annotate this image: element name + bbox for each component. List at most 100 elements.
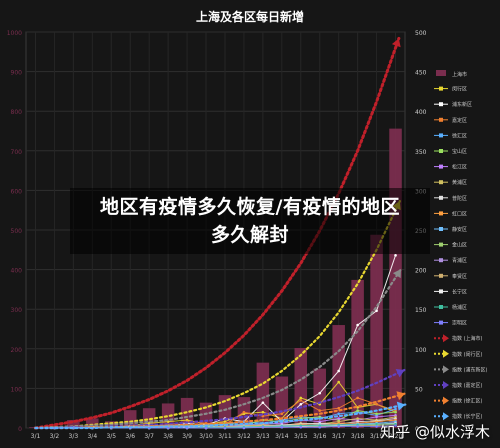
legend-marker (443, 349, 449, 358)
series-point (375, 412, 378, 416)
series-point (318, 409, 322, 412)
legend-marker (439, 289, 443, 294)
x-tick-label: 3/8 (163, 433, 173, 440)
y-left-tick-label: 200 (11, 347, 23, 354)
legend-marker (439, 180, 443, 185)
x-tick-label: 3/7 (144, 433, 154, 440)
x-tick-label: 3/10 (199, 433, 213, 440)
y-right-tick-label: 400 (415, 109, 427, 116)
legend-marker (439, 164, 443, 169)
y-left-tick-label: 400 (11, 268, 23, 275)
axes: 0 100 200 300 400 500 600 700 800 900 1000 0 50 100 15… (7, 30, 427, 440)
legend-label: 金山区 (452, 242, 467, 249)
watermark: 知乎 @似水浮木 (380, 423, 490, 441)
headline-line-2: 多久解封 (210, 224, 289, 246)
series-point (394, 254, 397, 257)
series-point (375, 422, 378, 426)
headline-overlay: 地区有疫情多久恢复/有疫情的地区 多久解封 (70, 188, 430, 254)
y-right-tick-label: 200 (415, 268, 427, 275)
x-tick-label: 3/17 (332, 433, 346, 440)
series-point (337, 406, 340, 410)
y-right-tick-label: 50 (415, 386, 423, 393)
legend-marker (443, 381, 449, 389)
legend-label: 黄浦区 (452, 179, 467, 186)
legend-label: 指数 (长宁区) (452, 413, 483, 420)
legend-label: 奉贤区 (452, 273, 467, 280)
y-right-tick-label: 0 (415, 426, 419, 433)
legend-label: 上海市 (452, 71, 467, 78)
legend-label: 闵行区 (452, 86, 467, 93)
series-point (242, 410, 246, 414)
legend-marker (439, 320, 443, 325)
legend-label: 嘉定区 (452, 117, 467, 124)
legend-marker (439, 195, 443, 200)
x-tick-label: 3/2 (50, 433, 60, 440)
series-point (394, 424, 397, 427)
legend-marker (443, 396, 449, 405)
series-point (337, 417, 340, 420)
legend-marker (439, 102, 443, 107)
bar-shanghai (332, 325, 345, 428)
series-point (318, 425, 322, 429)
series-point (337, 369, 340, 373)
trend-arrowhead (391, 38, 401, 48)
series-point (261, 410, 265, 414)
series-point (356, 323, 359, 327)
series-point (261, 425, 265, 429)
series-point (375, 425, 378, 428)
trend-line (34, 200, 401, 430)
bars (29, 128, 402, 428)
legend-marker (439, 211, 443, 216)
y-left-tick-label: 300 (11, 307, 23, 314)
y-left-tick-label: 700 (11, 149, 23, 156)
x-tick-label: 3/19 (370, 433, 384, 440)
trend-line (34, 392, 407, 430)
trend-arrowhead (392, 269, 401, 279)
legend-label: 杨浦区 (452, 304, 467, 311)
legend-marker (443, 412, 449, 421)
legend-label: 浦东新区 (452, 101, 472, 108)
legend: 上海市闵行区浦东新区嘉定区徐汇区宝山区松江区黄浦区普陀区虹口区静安区金山区青浦区… (434, 70, 488, 421)
x-tick-label: 3/9 (182, 433, 192, 440)
legend-label: 指数 (浦东新区) (452, 366, 488, 373)
x-tick-label: 3/3 (69, 433, 79, 440)
x-tick-label: 3/14 (275, 433, 289, 440)
legend-marker (439, 258, 443, 263)
legend-marker (439, 227, 443, 231)
series-point (356, 425, 359, 428)
y-left-tick-label: 1000 (7, 30, 22, 37)
chart-title: 上海及各区每日新增 (196, 9, 304, 24)
legend-marker (443, 365, 449, 374)
x-tick-label: 3/13 (256, 433, 270, 440)
y-right-tick-label: 150 (415, 307, 427, 314)
series-point (356, 417, 359, 420)
y-left-tick-label: 0 (18, 426, 22, 433)
y-left-tick-label: 800 (11, 109, 23, 116)
legend-label: 静安区 (452, 226, 467, 233)
x-tick-label: 3/4 (87, 433, 97, 440)
trend-line (34, 268, 403, 430)
trend-line (34, 403, 407, 430)
legend-label: 指数 (闵行区) (452, 351, 483, 358)
y-right-tick-label: 350 (415, 149, 427, 156)
bar-shanghai (370, 234, 383, 428)
series-point (299, 402, 303, 406)
y-left-tick-label: 600 (11, 188, 23, 195)
y-right-tick-label: 500 (415, 30, 427, 37)
series-point (242, 426, 246, 430)
series-point (261, 401, 265, 404)
x-tick-label: 3/1 (31, 433, 41, 440)
series-point (375, 415, 378, 419)
x-tick-label: 3/11 (218, 433, 232, 440)
y-left-tick-label: 100 (11, 386, 23, 393)
bar-shanghai (67, 420, 80, 428)
legend-marker (443, 334, 449, 343)
trend-line (33, 36, 401, 430)
y-left-tick-label: 900 (11, 70, 23, 77)
legend-label: 宝山区 (452, 148, 467, 155)
legend-label: 指数 (徐汇区) (452, 398, 483, 405)
series-point (318, 391, 322, 395)
series-point (394, 407, 397, 411)
x-tick-label: 3/5 (106, 433, 116, 440)
legend-label: 普陀区 (452, 195, 467, 202)
